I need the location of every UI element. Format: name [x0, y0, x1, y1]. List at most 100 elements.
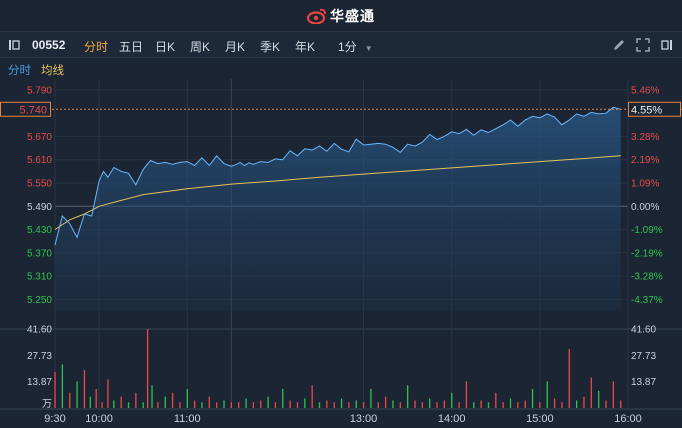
intraday-chart: 5.790 5.670 5.610 5.550 5.490 5.430 5.370 5.310… [0, 79, 682, 425]
volume-bar [539, 402, 541, 408]
volume-bar [171, 392, 174, 408]
volume-bar [238, 402, 240, 408]
volume-bar [151, 385, 153, 408]
tab-fenshi[interactable]: 分时 [84, 40, 109, 54]
volume-bar [384, 396, 387, 408]
volume-bar [421, 402, 424, 408]
current-price-tags: 5.740 4.55% [0, 101, 681, 117]
volume-bar [201, 402, 203, 408]
volume-bar [348, 402, 350, 408]
tab-quarter-k[interactable]: 季K [260, 40, 281, 54]
volume-bar [304, 398, 306, 408]
volume-bar [245, 398, 247, 408]
volume-bar [69, 392, 71, 408]
volume-unit-label: 万 [42, 399, 52, 410]
price-area [55, 107, 621, 311]
toolbar: 00552 分时 五日 日K 周K 月K 季K 年K 1分 ▼ [0, 31, 682, 58]
current-pct-box [628, 101, 681, 117]
average-line [54, 155, 621, 230]
volume-bar [289, 400, 291, 408]
volume-bar [620, 400, 622, 408]
volume-axis: 41.60 41.60 27.73 27.73 13.87 13.87 万 [27, 325, 656, 411]
volume-bar [473, 402, 475, 408]
volume-bar [612, 381, 615, 408]
volume-tick-label-right: 41.60 [631, 325, 656, 336]
volume-bar [107, 379, 109, 408]
volume-bar [605, 400, 607, 408]
volume-bar [113, 400, 115, 408]
volume-bar [260, 400, 262, 408]
volume-bar [465, 381, 468, 408]
indicator-fenshi[interactable]: 分时 [8, 65, 31, 77]
volume-bar [230, 402, 233, 408]
time-tick-label: 11:00 [174, 413, 201, 425]
volume-bar [487, 402, 490, 408]
price-tick-label: 5.610 [27, 155, 52, 166]
volume-bar [333, 402, 335, 408]
percent-tick-label: -4.37% [631, 295, 663, 306]
volume-bar [443, 400, 446, 408]
volume-bar [311, 385, 313, 408]
volume-bar [179, 402, 181, 408]
volume-bar [340, 398, 343, 408]
percent-tick-label: 2.19% [631, 155, 659, 166]
volume-bar [377, 402, 379, 408]
indicator-average[interactable]: 均线 [41, 65, 64, 77]
collapse-left-icon[interactable] [8, 38, 22, 52]
tab-day-k[interactable]: 日K [155, 40, 176, 54]
interval-select[interactable]: 1分 ▼ [338, 38, 373, 55]
volume-tick-label: 13.87 [27, 377, 52, 388]
percent-tick-label: -2.19% [631, 248, 663, 259]
volume-bar [370, 389, 372, 408]
current-price-label: 5.740 [19, 104, 47, 116]
volume-bar [326, 400, 328, 408]
volume-bar [355, 400, 357, 408]
tab-five-day[interactable]: 五日 [119, 40, 144, 54]
fullscreen-icon[interactable] [636, 38, 650, 52]
price-tick-label: 5.310 [27, 272, 52, 283]
volume-bar [590, 377, 592, 408]
time-tick-label: 15:00 [526, 413, 554, 425]
percent-tick-label: -1.09% [631, 225, 663, 236]
volume-bar [89, 396, 91, 408]
stock-code: 00552 [32, 38, 66, 52]
volume-bar [208, 396, 210, 408]
volume-bar [61, 364, 64, 408]
tab-year-k[interactable]: 年K [295, 40, 316, 54]
percent-axis: 5.46% 3.28% 2.19% 1.09% 0.00% -1.09% -2.19% -3.… [631, 85, 663, 305]
time-tick-label: 14:00 [438, 413, 466, 425]
time-tick-label: 10:00 [85, 413, 113, 425]
volume-bar [101, 402, 103, 408]
volume-bar [568, 349, 570, 408]
volume-bar [414, 400, 416, 408]
volume-bar [135, 392, 137, 408]
volume-bar [429, 398, 431, 408]
percent-tick-label: 3.28% [631, 132, 659, 143]
price-line [54, 106, 621, 246]
volume-bar [193, 400, 196, 408]
volume-bar [546, 381, 548, 408]
volume-bar [282, 389, 284, 408]
chevron-down-icon: ▼ [364, 44, 373, 53]
volume-bar [517, 402, 519, 408]
price-tick-label: 5.430 [27, 225, 52, 236]
volume-bar [223, 400, 225, 408]
pencil-icon[interactable] [612, 38, 626, 52]
volume-bar [252, 402, 255, 408]
price-tick-label: 5.370 [27, 248, 52, 259]
volume-bar [524, 400, 526, 408]
percent-tick-label: -3.28% [631, 272, 663, 283]
volume-bar [598, 390, 600, 408]
tab-month-k[interactable]: 月K [225, 40, 246, 54]
tab-week-k[interactable]: 周K [190, 40, 211, 54]
volume-bar [399, 402, 401, 408]
price-tick-label: 5.250 [27, 295, 52, 306]
volume-bar [583, 396, 585, 408]
volume-bar [407, 385, 409, 408]
volume-tick-label: 27.73 [27, 351, 52, 362]
price-tick-label: 5.790 [27, 85, 52, 96]
volume-bar [509, 398, 512, 408]
collapse-right-icon[interactable] [659, 38, 673, 52]
volume-bar [362, 402, 365, 408]
brand-name: 华盛通 [330, 8, 375, 24]
